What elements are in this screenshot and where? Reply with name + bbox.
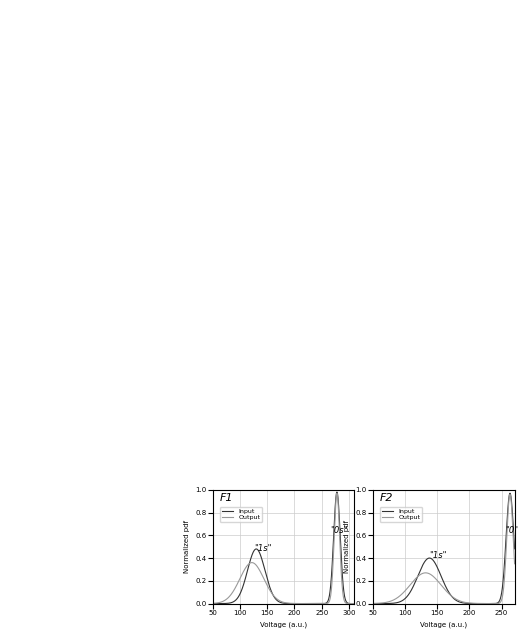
Output [442,586,448,593]
Output [352,600,359,607]
Output [490,600,497,607]
Y-axis label: Normalized pdf: Normalized pdf [344,520,350,573]
Output [281,599,287,606]
Output [486,600,492,607]
Text: "1s": "1s" [255,544,272,553]
Input [352,600,359,607]
Legend: Input, Output: Input, Output [220,507,262,522]
X-axis label: Voltage (a.u.): Voltage (a.u.) [260,621,307,628]
Output [356,600,363,607]
Text: "0s": "0s" [330,526,348,535]
Line: Output: Output [373,494,521,604]
Input [513,576,520,584]
Input [281,599,287,607]
Input [356,600,363,607]
Legend: Input, Output: Input, Output [380,507,422,522]
Text: "1s": "1s" [429,551,447,560]
Output [334,489,340,497]
Input [377,600,383,607]
Output [513,587,520,595]
Input [277,599,284,606]
Text: "0": "0" [505,526,518,535]
Input [486,600,492,607]
Input [334,489,340,496]
Output [326,599,332,606]
Output [507,490,513,498]
Input [518,598,524,605]
Output [513,588,520,595]
Input [442,581,448,588]
Output [377,599,383,607]
Input [370,600,376,607]
Input [507,489,513,497]
Text: F1: F1 [219,493,233,503]
Input [209,600,216,607]
Line: Output: Output [213,493,360,604]
Y-axis label: Normalized pdf: Normalized pdf [184,520,190,573]
Text: F2: F2 [380,493,393,503]
Output [277,597,284,605]
Output [438,581,444,588]
Input [352,600,359,607]
Output [370,600,376,607]
Output [352,600,359,607]
Input [438,572,444,580]
Input [217,600,223,607]
Output [518,599,524,607]
Input [326,595,332,603]
X-axis label: Voltage (a.u.): Voltage (a.u.) [420,621,467,628]
Input [513,576,520,583]
Input [486,600,492,607]
Line: Input: Input [373,493,521,604]
Line: Input: Input [213,492,360,604]
Output [209,600,216,607]
Output [217,599,223,606]
